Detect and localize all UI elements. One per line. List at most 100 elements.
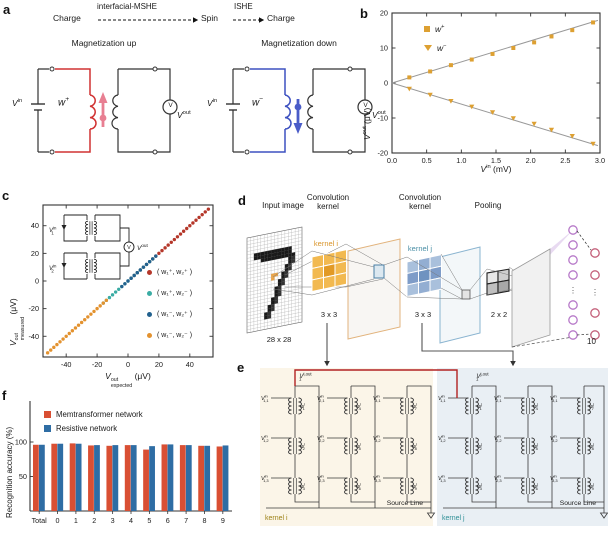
svg-text:0: 0 bbox=[35, 277, 39, 286]
voltmeter-glyph-down: V bbox=[363, 101, 368, 109]
svg-text:wj6: wj 6 bbox=[533, 482, 539, 492]
svg-text:20: 20 bbox=[380, 9, 388, 18]
svg-text:0: 0 bbox=[56, 516, 60, 525]
svg-text:-20: -20 bbox=[92, 360, 103, 369]
w-minus-label: w− bbox=[252, 96, 264, 109]
square-marker-icon bbox=[44, 411, 51, 418]
panel-letter-b: b bbox=[360, 6, 368, 21]
b-legend-item: w+ bbox=[424, 24, 445, 34]
triangle-down-marker-icon bbox=[424, 45, 432, 51]
c-inset-circuit: Vin 1 Vin 2 V Vout bbox=[49, 214, 149, 280]
svg-text:wi8: wi 8 bbox=[412, 442, 418, 452]
d-kernel-i-label: kernel i bbox=[313, 239, 339, 248]
d-dim-3x3-1: 3 x 3 bbox=[320, 310, 338, 319]
title-magnetization-down: Magnetization down bbox=[261, 38, 337, 48]
c-legend-item: ( w₁⁻, w₂⁺ ) bbox=[147, 310, 192, 318]
square-marker-icon bbox=[424, 26, 430, 32]
series-w− bbox=[406, 86, 596, 147]
b-x-axis-label: Vin (mV) bbox=[480, 164, 512, 174]
svg-text:wj3: wj 3 bbox=[477, 482, 483, 492]
dot-marker-icon bbox=[147, 269, 152, 275]
svg-text:wj2: wj 2 bbox=[477, 442, 482, 452]
svg-text:Vout: Vout bbox=[137, 243, 149, 252]
series-dots bbox=[120, 254, 158, 289]
series-w+ bbox=[407, 20, 596, 80]
svg-text:2: 2 bbox=[92, 516, 96, 525]
panel-letter-f: f bbox=[2, 388, 7, 403]
svg-text:3: 3 bbox=[111, 516, 115, 525]
svg-text:0.5: 0.5 bbox=[422, 156, 432, 165]
svg-text:1.5: 1.5 bbox=[491, 156, 501, 165]
panel-c: c -40 -20 0 20 40 40 20 0 -20 -40 Vin 1 Vin 2 V Vout V… bbox=[0, 183, 235, 395]
flow-arrow2-label: ISHE bbox=[234, 2, 253, 11]
svg-text:-40: -40 bbox=[28, 332, 39, 341]
svg-text:wj7: wj 7 bbox=[589, 402, 594, 412]
d-dim-2x2: 2 x 2 bbox=[490, 310, 508, 319]
svg-text:100: 100 bbox=[15, 438, 27, 447]
svg-text:1: 1 bbox=[74, 516, 78, 525]
panel-letter-a: a bbox=[3, 2, 11, 17]
svg-text:V: V bbox=[127, 245, 131, 251]
panel-b: b 0.0 0.5 1.0 1.5 2.0 2.5 3.0 20 10 0 -10 -20 Vout … bbox=[352, 0, 608, 182]
kernel-array-i: Vin 1,1 wi 1 Vin 1,2 wi 2 Vin 1,3 wi 3 Vin 2,1 wi 4 Vin 2… bbox=[261, 371, 436, 522]
svg-text:wi9: wi 9 bbox=[412, 482, 418, 492]
svg-text:wi3: wi 3 bbox=[300, 482, 306, 492]
dot-marker-icon bbox=[147, 311, 152, 317]
panel-a: a Charge interfacial-MSHE Spin ISHE Char… bbox=[0, 0, 386, 182]
d-pooling-label: Pooling bbox=[474, 201, 502, 210]
voltmeter-glyph-up: V bbox=[168, 101, 173, 109]
title-magnetization-up: Magnetization up bbox=[71, 38, 137, 48]
d-kernel-j-label: kernel j bbox=[407, 244, 433, 253]
svg-text:6: 6 bbox=[166, 516, 170, 525]
panel-letter-c: c bbox=[2, 188, 10, 203]
kernel-array-j: Vin 1,1 wj 1 Vin 1,2 wj 2 Vin 1,3 wj 3 Vin 2,1 wj 4 Vin 2… bbox=[438, 371, 608, 522]
svg-text:Source Line: Source Line bbox=[387, 500, 423, 507]
svg-text:50: 50 bbox=[19, 472, 27, 481]
svg-text:kernel j: kernel j bbox=[442, 515, 465, 522]
svg-text:3.0: 3.0 bbox=[595, 156, 605, 165]
chart-b: 0.0 0.5 1.0 1.5 2.0 2.5 3.0 20 10 0 -10 -20 bbox=[377, 9, 605, 166]
d-input-image-label: Input image bbox=[262, 201, 304, 210]
panel-letter-e: e bbox=[237, 360, 245, 375]
svg-text:⋮: ⋮ bbox=[569, 286, 577, 295]
svg-text:wi4: wi 4 bbox=[356, 402, 362, 412]
svg-text:-20: -20 bbox=[28, 304, 39, 313]
svg-text:20: 20 bbox=[155, 360, 163, 369]
vin-label-up: Vin bbox=[12, 98, 23, 108]
b-legend-item: w− bbox=[424, 43, 447, 53]
f-legend-item: Memtransformer network bbox=[44, 410, 143, 419]
svg-text:-10: -10 bbox=[377, 114, 388, 123]
svg-text:0: 0 bbox=[384, 79, 388, 88]
svg-text:wj1: wj 1 bbox=[477, 402, 482, 412]
svg-text:10: 10 bbox=[380, 44, 388, 53]
svg-text:⋮: ⋮ bbox=[591, 288, 599, 297]
c-legend-item: ( w₁⁻, w₂⁻ ) bbox=[147, 331, 192, 339]
svg-text:40: 40 bbox=[31, 221, 39, 230]
chart-f: 50 100 Total 0 1 2 3 4 5 6 7 8 9 bbox=[15, 401, 232, 525]
c-legend-item: ( w₁⁺, w₂⁺ ) bbox=[147, 268, 192, 276]
circuit-diagrams bbox=[31, 66, 373, 155]
svg-text:wi5: wi 5 bbox=[356, 442, 362, 452]
d-conv2-label: Convolution kernel bbox=[398, 193, 442, 212]
svg-text:wj8: wj 8 bbox=[589, 442, 595, 452]
flow-arrow1-label: interfacial-MSHE bbox=[97, 2, 158, 11]
series-dots bbox=[45, 298, 109, 355]
svg-text:-40: -40 bbox=[61, 360, 72, 369]
svg-text:5: 5 bbox=[147, 516, 151, 525]
